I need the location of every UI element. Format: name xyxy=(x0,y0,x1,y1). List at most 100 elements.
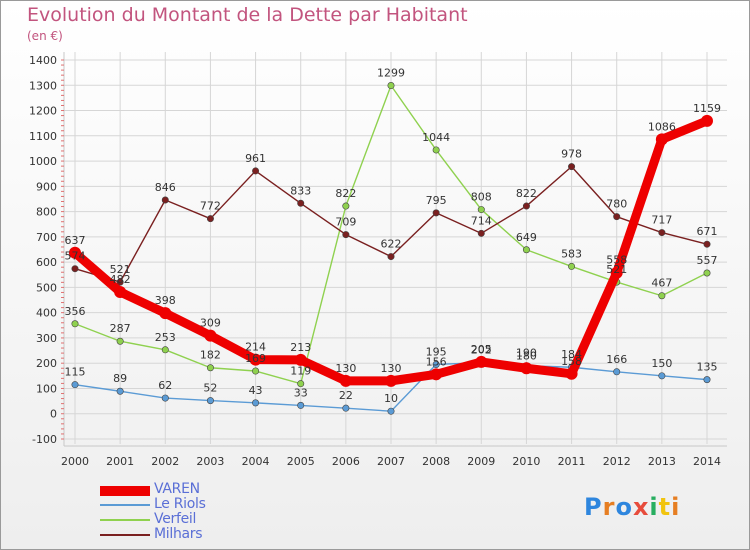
y-tick-label: 100 xyxy=(36,382,57,395)
data-label: 10 xyxy=(384,392,398,405)
data-label: 671 xyxy=(697,225,718,238)
data-point xyxy=(610,266,623,279)
x-tick-label: 2012 xyxy=(603,455,631,468)
data-label: 649 xyxy=(516,231,537,244)
data-point xyxy=(339,374,352,387)
data-point xyxy=(658,292,666,300)
data-label: 978 xyxy=(561,148,582,161)
data-point xyxy=(387,82,395,90)
data-point xyxy=(161,346,169,354)
x-tick-label: 2007 xyxy=(377,455,405,468)
data-label: 709 xyxy=(335,216,356,229)
y-tick-label: 900 xyxy=(36,180,57,193)
data-point xyxy=(204,329,217,342)
x-tick-label: 2004 xyxy=(242,455,270,468)
data-point xyxy=(342,202,350,210)
data-point xyxy=(477,229,485,237)
data-point xyxy=(655,133,668,146)
data-point xyxy=(477,206,485,214)
data-label: 717 xyxy=(651,214,672,227)
data-label: 205 xyxy=(471,343,492,356)
data-point xyxy=(658,372,666,380)
data-point xyxy=(432,146,440,154)
axes: -100 0 100 200 300 400 500 600 700 800 900 1000 1100… xyxy=(29,52,727,468)
data-point xyxy=(703,376,711,384)
data-point xyxy=(71,265,79,273)
data-point xyxy=(430,368,443,381)
data-point xyxy=(522,202,530,210)
data-labels: 637 482 398 309 214 213 130 130 156 205 180 158 558 1… xyxy=(65,67,722,406)
data-label: 583 xyxy=(561,247,582,260)
data-label: 822 xyxy=(335,187,356,200)
data-point xyxy=(387,253,395,261)
data-point xyxy=(565,367,578,380)
logo-letter: o xyxy=(615,493,633,521)
x-tick-label: 2005 xyxy=(287,455,315,468)
data-label: 356 xyxy=(65,305,86,318)
data-label: 158 xyxy=(561,355,582,368)
data-point xyxy=(297,401,305,409)
x-tick-label: 2013 xyxy=(648,455,676,468)
data-point xyxy=(161,196,169,204)
chart-title: Evolution du Montant de la Dette par Hab… xyxy=(27,4,468,26)
data-label: 22 xyxy=(339,389,353,402)
data-label: 557 xyxy=(697,254,718,267)
y-tick-label: 800 xyxy=(36,206,57,219)
data-label: 808 xyxy=(471,191,492,204)
data-point xyxy=(658,229,666,237)
legend-item-verfeil: Verfeil xyxy=(100,511,300,528)
y-tick-label: -100 xyxy=(32,433,57,446)
data-label: 213 xyxy=(290,341,311,354)
y-tick-label: 1100 xyxy=(29,130,57,143)
data-point xyxy=(252,399,260,407)
data-label: 521 xyxy=(606,263,627,276)
data-point xyxy=(249,353,262,366)
data-label: 637 xyxy=(65,234,86,247)
data-point xyxy=(522,246,530,254)
x-tick-label: 2009 xyxy=(467,455,495,468)
data-label: 961 xyxy=(245,152,266,165)
data-label: 714 xyxy=(471,214,492,227)
data-label: 195 xyxy=(426,345,447,358)
data-label: 1044 xyxy=(422,131,450,144)
logo-letter: t xyxy=(658,493,672,521)
data-label: 52 xyxy=(203,382,217,395)
series-lines xyxy=(69,82,713,415)
data-label: 521 xyxy=(110,263,131,276)
legend-swatch xyxy=(100,486,150,496)
data-point xyxy=(159,307,172,320)
data-label: 182 xyxy=(200,349,221,362)
x-tick-label: 2001 xyxy=(106,455,134,468)
y-tick-label: 600 xyxy=(36,256,57,269)
data-label: 130 xyxy=(381,362,402,375)
x-tick-label: 2002 xyxy=(151,455,179,468)
data-point xyxy=(568,262,576,270)
data-point xyxy=(613,368,621,376)
data-label: 287 xyxy=(110,322,131,335)
data-label: 184 xyxy=(561,348,582,361)
data-point xyxy=(69,246,81,259)
y-tick-label: 1400 xyxy=(29,54,57,67)
data-point xyxy=(252,367,260,375)
data-point xyxy=(520,362,533,375)
data-label: 119 xyxy=(290,365,311,378)
data-point xyxy=(206,364,214,372)
data-point xyxy=(297,380,305,388)
y-tick-label: 400 xyxy=(36,307,57,320)
data-point xyxy=(116,278,124,286)
legend-label: VAREN xyxy=(154,481,200,497)
data-label: 202 xyxy=(471,344,492,357)
chart-unit: (en €) xyxy=(27,29,63,43)
x-tick-label: 2003 xyxy=(196,455,224,468)
data-label: 846 xyxy=(155,181,176,194)
data-label: 89 xyxy=(113,372,127,385)
data-label: 130 xyxy=(335,362,356,375)
data-point xyxy=(613,213,621,221)
data-point xyxy=(71,320,79,328)
data-label: 622 xyxy=(381,238,402,251)
data-label: 1299 xyxy=(377,67,405,80)
legend-swatch xyxy=(100,504,150,506)
data-label: 822 xyxy=(516,187,537,200)
data-label: 574 xyxy=(65,250,86,263)
data-label: 190 xyxy=(516,347,537,360)
